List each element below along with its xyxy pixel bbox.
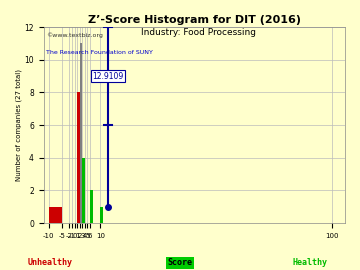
Bar — [49, 207, 62, 223]
Y-axis label: Number of companies (27 total): Number of companies (27 total) — [15, 69, 22, 181]
Bar — [82, 158, 85, 223]
Text: Industry: Food Processing: Industry: Food Processing — [140, 28, 256, 37]
Text: Unhealthy: Unhealthy — [28, 258, 73, 267]
Text: The Research Foundation of SUNY: The Research Foundation of SUNY — [46, 50, 153, 55]
Text: 12.9109: 12.9109 — [92, 72, 123, 81]
Bar — [100, 207, 103, 223]
Bar — [80, 43, 82, 223]
Bar — [90, 190, 93, 223]
Text: Healthy: Healthy — [292, 258, 327, 267]
Text: Score: Score — [167, 258, 193, 267]
Bar — [77, 92, 80, 223]
Title: Z’-Score Histogram for DIT (2016): Z’-Score Histogram for DIT (2016) — [88, 15, 301, 25]
Text: ©www.textbiz.org: ©www.textbiz.org — [46, 32, 103, 38]
